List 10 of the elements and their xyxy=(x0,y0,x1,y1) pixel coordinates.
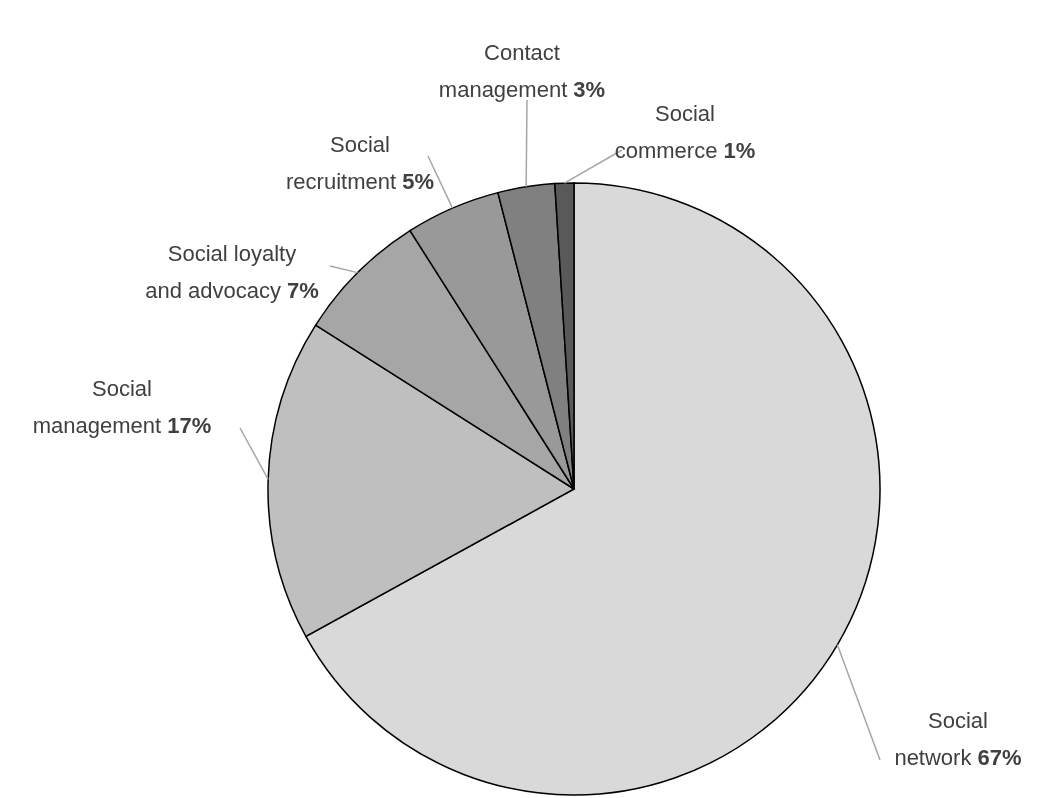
slice-label: Social management xyxy=(32,376,162,438)
slice-label: Social commerce xyxy=(614,101,718,163)
data-label: 67% xyxy=(971,745,1022,770)
slice-label: Contact management xyxy=(438,40,568,102)
data-label: 7% xyxy=(280,278,319,303)
data-label: 5% xyxy=(396,169,434,194)
data-label: 1% xyxy=(717,138,756,163)
slice-label: Social recruitment xyxy=(286,132,397,194)
data-label: 3% xyxy=(567,77,606,102)
data-label: 17% xyxy=(161,413,212,438)
